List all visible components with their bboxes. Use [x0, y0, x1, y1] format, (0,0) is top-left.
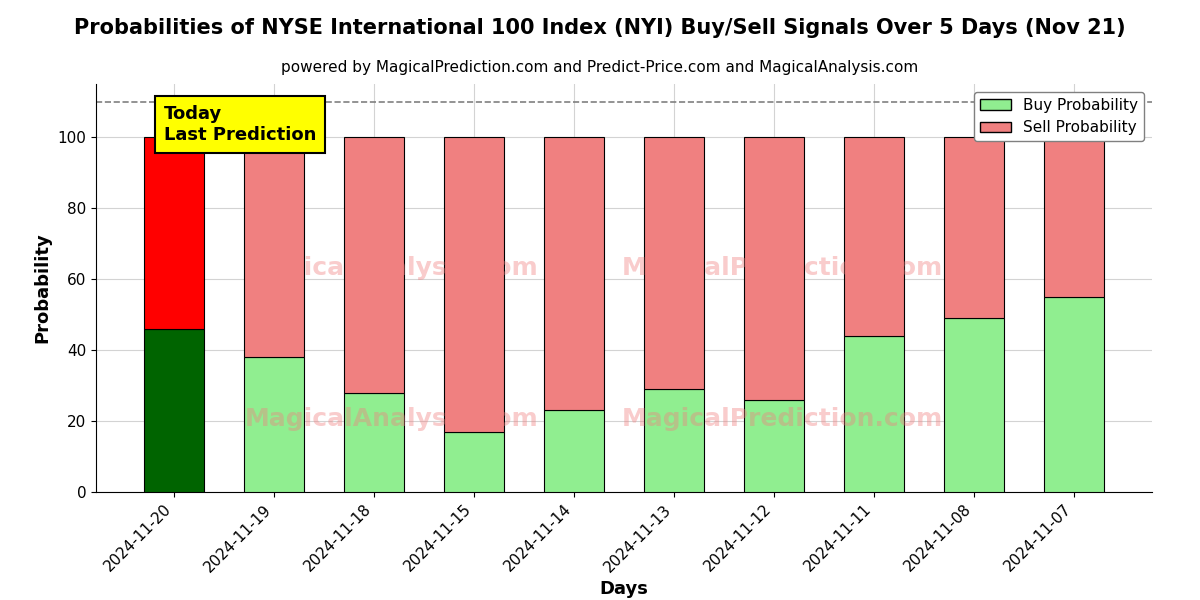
Bar — [1044, 137, 1104, 297]
Y-axis label: Probability: Probability — [34, 233, 52, 343]
Bar — [944, 318, 1004, 492]
X-axis label: Days: Days — [600, 580, 648, 598]
Bar — [344, 137, 404, 392]
Legend: Buy Probability, Sell Probability: Buy Probability, Sell Probability — [974, 92, 1145, 142]
Bar — [444, 431, 504, 492]
Text: MagicalPrediction.com: MagicalPrediction.com — [622, 256, 943, 280]
Bar — [144, 137, 204, 329]
Bar — [644, 137, 704, 389]
Text: powered by MagicalPrediction.com and Predict-Price.com and MagicalAnalysis.com: powered by MagicalPrediction.com and Pre… — [281, 60, 919, 75]
Text: MagicalAnalysis.com: MagicalAnalysis.com — [245, 256, 539, 280]
Bar — [1044, 297, 1104, 492]
Bar — [744, 400, 804, 492]
Bar — [644, 389, 704, 492]
Bar — [744, 137, 804, 400]
Bar — [844, 137, 904, 336]
Bar — [244, 357, 304, 492]
Bar — [444, 137, 504, 431]
Bar — [244, 137, 304, 357]
Bar — [844, 336, 904, 492]
Text: MagicalPrediction.com: MagicalPrediction.com — [622, 407, 943, 431]
Text: MagicalAnalysis.com: MagicalAnalysis.com — [245, 407, 539, 431]
Bar — [344, 392, 404, 492]
Bar — [544, 137, 604, 410]
Bar — [544, 410, 604, 492]
Text: Probabilities of NYSE International 100 Index (NYI) Buy/Sell Signals Over 5 Days: Probabilities of NYSE International 100 … — [74, 18, 1126, 38]
Text: Today
Last Prediction: Today Last Prediction — [164, 105, 317, 144]
Bar — [944, 137, 1004, 318]
Bar — [144, 329, 204, 492]
